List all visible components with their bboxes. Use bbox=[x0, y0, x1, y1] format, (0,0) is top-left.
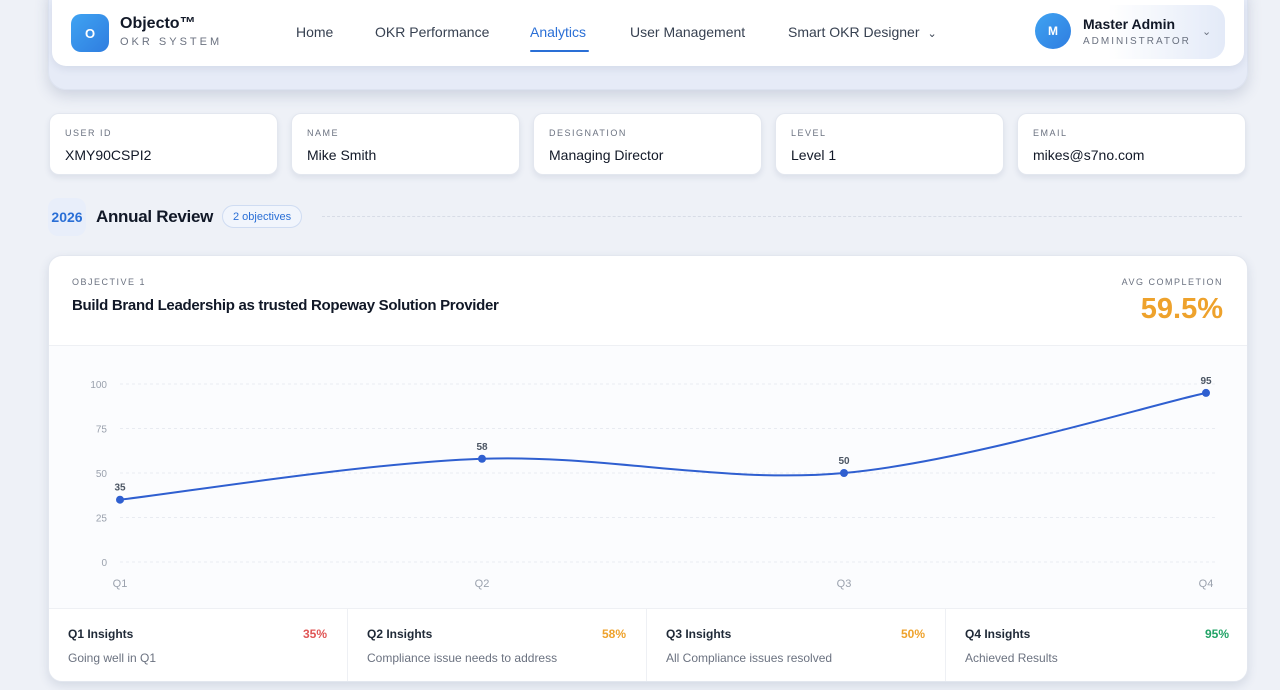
insight-percent: 35% bbox=[302, 627, 327, 641]
year-badge: 2026 bbox=[48, 198, 86, 236]
progress-chart: 0 25 50 75 100 Q1 Q2 Q3 Q4 35 58 50 95 bbox=[49, 346, 1247, 608]
y-tick-label: 50 bbox=[96, 469, 108, 480]
profile-value: Managing Director bbox=[549, 147, 664, 163]
profile-label: LEVEL bbox=[791, 128, 827, 138]
user-name: Master Admin bbox=[1083, 16, 1176, 32]
x-tick-label: Q2 bbox=[475, 578, 490, 590]
profile-label: NAME bbox=[307, 128, 340, 138]
insight-q2: Q2 Insights 58% Compliance issue needs t… bbox=[348, 609, 647, 681]
insight-note: Compliance issue needs to address bbox=[367, 651, 558, 665]
insight-title: Q2 Insights bbox=[367, 627, 433, 641]
nav-smart-okr-designer[interactable]: Smart OKR Designer ⌄ bbox=[788, 24, 937, 40]
insight-title: Q1 Insights bbox=[68, 627, 134, 641]
profile-label: DESIGNATION bbox=[549, 128, 627, 138]
profile-card-email: EMAIL mikes@s7no.com bbox=[1017, 113, 1246, 175]
insight-percent: 95% bbox=[1204, 627, 1229, 641]
insight-q1: Q1 Insights 35% Going well in Q1 bbox=[49, 609, 348, 681]
data-label: 95 bbox=[1200, 376, 1212, 387]
profile-value: Mike Smith bbox=[307, 147, 377, 163]
x-tick-label: Q1 bbox=[113, 578, 128, 590]
avg-completion-value: 59.5% bbox=[1140, 293, 1223, 325]
data-point bbox=[1202, 388, 1210, 397]
chevron-down-icon[interactable]: ⌄ bbox=[1202, 26, 1212, 38]
avg-completion-label: AVG COMPLETION bbox=[1121, 277, 1223, 287]
avatar[interactable]: M bbox=[1035, 13, 1071, 49]
nav-okr-performance[interactable]: OKR Performance bbox=[375, 24, 490, 40]
y-tick-label: 100 bbox=[90, 380, 107, 391]
nav-user-management[interactable]: User Management bbox=[630, 24, 746, 40]
section-title: Annual Review bbox=[96, 207, 214, 226]
user-role: ADMINISTRATOR bbox=[1083, 36, 1191, 47]
chevron-down-icon: ⌄ bbox=[927, 28, 937, 40]
profile-card-designation: DESIGNATION Managing Director bbox=[533, 113, 762, 175]
profile-label: EMAIL bbox=[1033, 128, 1068, 138]
insight-title: Q3 Insights bbox=[666, 627, 732, 641]
x-tick-label: Q3 bbox=[837, 578, 852, 590]
objective-card: OBJECTIVE 1 Build Brand Leadership as tr… bbox=[48, 255, 1248, 682]
insight-note: Going well in Q1 bbox=[68, 651, 157, 665]
logo-badge[interactable]: O bbox=[71, 14, 109, 52]
nav-analytics[interactable]: Analytics bbox=[530, 24, 587, 40]
insight-q4: Q4 Insights 95% Achieved Results bbox=[946, 609, 1247, 681]
brand-name: Objecto™ bbox=[120, 15, 196, 32]
nav-home[interactable]: Home bbox=[296, 24, 334, 40]
profile-label: USER ID bbox=[65, 128, 113, 138]
profile-card-level: LEVEL Level 1 bbox=[775, 113, 1004, 175]
nav-smart-okr-designer-label: Smart OKR Designer bbox=[788, 24, 920, 40]
data-point bbox=[116, 495, 124, 504]
objective-title: Build Brand Leadership as trusted Ropewa… bbox=[72, 297, 499, 314]
series-line bbox=[119, 391, 1207, 501]
brand-subtitle: OKR SYSTEM bbox=[120, 36, 223, 48]
profile-value: XMY90CSPI2 bbox=[65, 147, 152, 163]
data-point bbox=[478, 454, 486, 463]
insight-percent: 58% bbox=[601, 627, 626, 641]
profile-value: Level 1 bbox=[791, 147, 837, 163]
insight-note: All Compliance issues resolved bbox=[666, 651, 833, 665]
objectives-count-badge: 2 objectives bbox=[222, 205, 303, 228]
insight-note: Achieved Results bbox=[965, 651, 1058, 665]
y-tick-label: 25 bbox=[96, 514, 108, 525]
profile-card-user-id: USER ID XMY90CSPI2 bbox=[49, 113, 278, 175]
y-tick-label: 75 bbox=[96, 425, 108, 436]
insight-percent: 50% bbox=[900, 627, 925, 641]
section-divider bbox=[322, 216, 1242, 217]
y-tick-label: 0 bbox=[101, 558, 107, 569]
objective-label: OBJECTIVE 1 bbox=[72, 277, 147, 287]
nav-active-indicator bbox=[530, 50, 589, 52]
data-label: 58 bbox=[476, 442, 488, 453]
data-label: 50 bbox=[838, 456, 850, 467]
insight-q3: Q3 Insights 50% All Compliance issues re… bbox=[647, 609, 946, 681]
x-tick-label: Q4 bbox=[1199, 578, 1214, 590]
profile-value: mikes@s7no.com bbox=[1033, 147, 1145, 163]
insight-title: Q4 Insights bbox=[965, 627, 1031, 641]
data-label: 35 bbox=[114, 483, 126, 494]
card-divider bbox=[49, 608, 1247, 609]
card-divider bbox=[49, 345, 1247, 346]
profile-card-name: NAME Mike Smith bbox=[291, 113, 520, 175]
data-point bbox=[840, 469, 848, 477]
line-chart-svg: 0 25 50 75 100 Q1 Q2 Q3 Q4 35 58 50 95 bbox=[90, 376, 1216, 590]
